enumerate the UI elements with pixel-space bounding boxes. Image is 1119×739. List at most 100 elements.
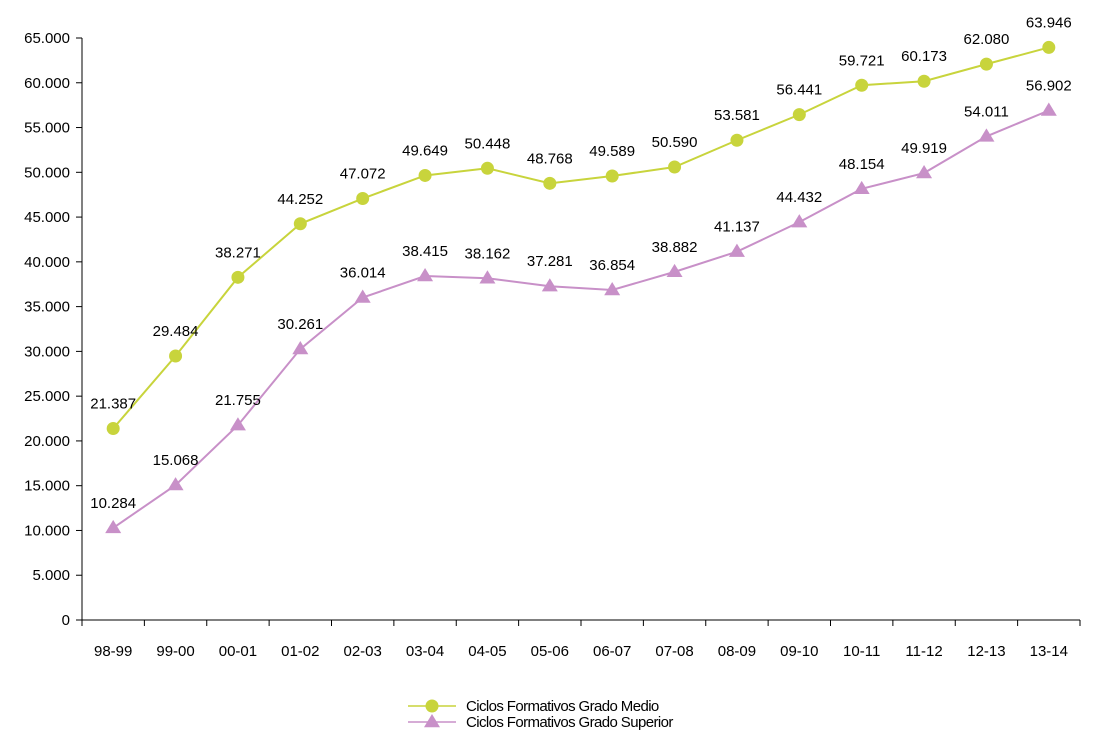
data-label-2: 49.919 — [901, 140, 947, 157]
data-point-2 — [853, 180, 870, 195]
legend-label-1: Ciclos Formativos Grado Medio — [466, 698, 659, 715]
data-point-1 — [293, 217, 307, 231]
x-tick-label: 01-02 — [281, 643, 319, 660]
data-label-1: 63.946 — [1026, 14, 1072, 31]
data-label-1: 38.271 — [215, 244, 261, 261]
data-label-2: 48.154 — [839, 156, 885, 173]
y-tick-label: 15.000 — [24, 478, 70, 495]
legend-marker-1 — [425, 699, 439, 713]
data-label-2: 54.011 — [964, 103, 1009, 120]
series-line-2 — [112, 109, 1050, 529]
data-label-1: 49.649 — [402, 142, 448, 159]
data-label-1: 47.072 — [340, 166, 386, 183]
data-label-1: 59.721 — [839, 52, 885, 69]
data-point-1 — [480, 161, 494, 175]
data-point-2 — [791, 214, 808, 228]
data-label-1: 60.173 — [901, 48, 947, 65]
data-label-2: 41.137 — [714, 219, 760, 236]
x-tick-label: 98-99 — [94, 643, 132, 660]
x-tick-label: 04-05 — [468, 643, 506, 660]
legend-marker-2 — [424, 714, 440, 728]
data-label-2: 36.014 — [340, 265, 386, 282]
data-labels: 21.387 29.484 38.271 44.252 47.072 49.649 50.4… — [90, 14, 1072, 511]
x-tick-label: 00-01 — [219, 643, 257, 660]
data-point-1 — [1042, 40, 1056, 54]
y-tick-label: 40.000 — [24, 254, 70, 271]
data-point-2 — [105, 519, 122, 534]
x-tick-label: 12-13 — [967, 643, 1005, 660]
data-label-1: 49.589 — [589, 143, 635, 160]
data-point-2 — [417, 268, 434, 282]
x-tick-label: 09-10 — [780, 643, 818, 660]
y-tick-label: 50.000 — [24, 164, 70, 181]
y-tick-label: 30.000 — [24, 343, 70, 360]
data-point-1 — [106, 422, 120, 436]
series-markers — [105, 40, 1057, 534]
data-label-1: 21.387 — [90, 396, 136, 413]
y-tick-label: 5.000 — [32, 567, 70, 584]
data-label-1: 44.252 — [277, 191, 323, 208]
data-point-2 — [167, 477, 184, 491]
data-label-2: 21.755 — [215, 392, 261, 409]
x-tick-label: 05-06 — [531, 643, 569, 660]
data-label-2: 36.854 — [589, 257, 635, 274]
data-label-2: 56.902 — [1026, 78, 1072, 95]
data-label-2: 30.261 — [277, 316, 323, 333]
x-tick-label: 03-04 — [406, 643, 444, 660]
legend-label-2: Ciclos Formativos Grado Superior — [466, 714, 673, 731]
data-point-1 — [668, 160, 682, 174]
data-point-2 — [292, 341, 309, 355]
data-label-2: 38.415 — [402, 243, 448, 260]
data-point-1 — [792, 108, 806, 122]
data-point-2 — [666, 263, 683, 278]
data-point-1 — [418, 168, 432, 182]
data-label-2: 37.281 — [527, 253, 573, 270]
data-label-2: 10.284 — [90, 495, 136, 512]
data-point-2 — [479, 270, 496, 284]
y-tick-label: 55.000 — [24, 120, 70, 137]
data-point-2 — [728, 243, 745, 257]
y-tick-label: 65.000 — [24, 30, 70, 47]
data-label-1: 53.581 — [714, 107, 760, 124]
data-point-1 — [979, 57, 993, 71]
y-tick-label: 35.000 — [24, 299, 70, 316]
data-label-1: 56.441 — [776, 82, 822, 99]
data-point-1 — [543, 176, 557, 190]
data-label-1: 62.080 — [963, 31, 1009, 48]
x-tick-label: 13-14 — [1030, 643, 1068, 660]
series-line-1 — [112, 46, 1050, 430]
x-tick-label: 08-09 — [718, 643, 756, 660]
data-point-2 — [604, 282, 621, 296]
data-point-2 — [916, 165, 933, 179]
data-point-2 — [229, 417, 246, 431]
y-tick-label: 20.000 — [24, 433, 70, 450]
x-tick-label: 02-03 — [344, 643, 382, 660]
y-tick-label: 0 — [62, 612, 70, 629]
data-label-1: 50.448 — [464, 135, 510, 152]
data-point-2 — [541, 278, 558, 292]
x-tick-label: 07-08 — [655, 643, 693, 660]
y-tick-label: 10.000 — [24, 522, 70, 539]
data-point-1 — [917, 74, 931, 88]
y-tick-label: 25.000 — [24, 388, 70, 405]
data-point-1 — [356, 192, 370, 206]
data-label-2: 38.162 — [464, 245, 510, 262]
data-label-1: 50.590 — [652, 134, 698, 151]
x-tick-label: 06-07 — [593, 643, 631, 660]
data-label-1: 29.484 — [153, 323, 199, 340]
data-point-2 — [1040, 102, 1057, 116]
data-label-2: 38.882 — [652, 239, 698, 256]
y-tick-label: 45.000 — [24, 209, 70, 226]
data-point-1 — [231, 270, 245, 284]
x-tick-label: 99-00 — [156, 643, 194, 660]
data-point-1 — [605, 169, 619, 183]
data-label-2: 44.432 — [776, 189, 822, 206]
chart-axes: 0 5.000 10.000 15.000 20.000 25.000 30.000 35.0… — [24, 30, 1081, 660]
data-point-1 — [730, 133, 744, 147]
data-point-1 — [169, 349, 183, 363]
data-point-1 — [855, 78, 869, 92]
data-point-2 — [354, 289, 371, 303]
y-tick-label: 60.000 — [24, 75, 70, 92]
